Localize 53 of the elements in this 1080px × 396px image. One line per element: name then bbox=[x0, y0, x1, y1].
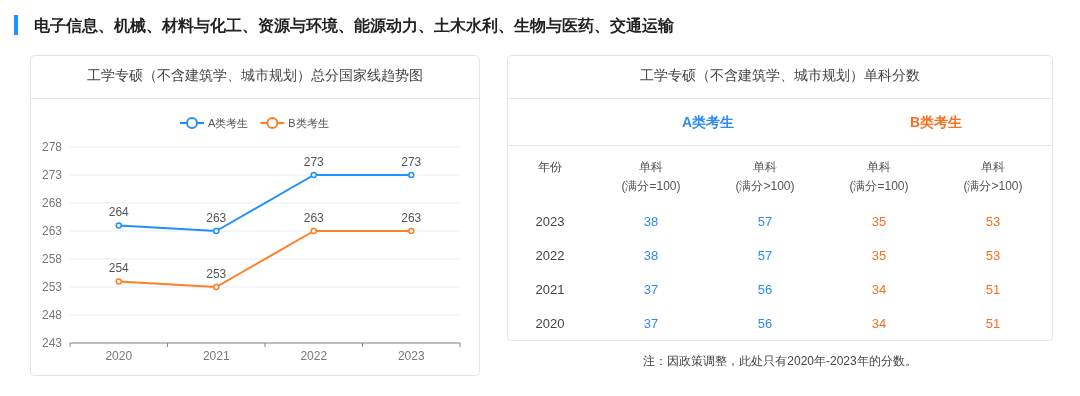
data-label: 273 bbox=[401, 155, 422, 169]
text: B类考生 bbox=[909, 114, 963, 130]
y-tick-label: 248 bbox=[41, 308, 63, 322]
data-label: 38 bbox=[643, 214, 659, 229]
data-label: 56 bbox=[757, 316, 773, 331]
data-label: 264 bbox=[108, 205, 130, 220]
data-label: 34 bbox=[871, 316, 887, 331]
data-label: 51 bbox=[985, 282, 1001, 297]
data-label: 263 bbox=[401, 211, 422, 225]
data-label: 263 bbox=[206, 211, 227, 225]
legend-label: A类考生 bbox=[208, 117, 249, 129]
y-tick-label: 2021 bbox=[535, 282, 565, 297]
chart-title: 工学专硕（不含建筑学、城市规划）总分国家线趋势图 bbox=[87, 67, 423, 83]
data-label: 57 bbox=[757, 248, 773, 263]
text: A类考生 bbox=[681, 114, 735, 130]
y-tick-label: 243 bbox=[41, 336, 63, 350]
data-label: 37 bbox=[643, 282, 659, 297]
x-tick-label: 2020 bbox=[105, 349, 133, 363]
text: 电子信息、机械、材料与化工、资源与环境、能源动力、土木水利、生物与医药、交通运输 bbox=[34, 16, 675, 34]
data-label: 263 bbox=[303, 211, 325, 225]
x-tick-label: 单科 (满分=100) bbox=[621, 160, 681, 193]
x-tick-label: 单科 (满分=100) bbox=[849, 160, 909, 193]
data-label: 253 bbox=[206, 267, 227, 281]
data-label: 53 bbox=[985, 248, 1001, 263]
x-tick-label: 单科 (满分>100) bbox=[735, 160, 795, 193]
y-tick-label: 258 bbox=[41, 252, 63, 266]
y-tick-label: 2020 bbox=[535, 316, 565, 331]
y-tick-label: 273 bbox=[41, 168, 63, 182]
chart-title: 工学专硕（不含建筑学、城市规划）单科分数 bbox=[640, 67, 920, 83]
data-label: 37 bbox=[643, 316, 659, 331]
y-axis-title: 年份 bbox=[538, 160, 562, 174]
y-tick-label: 278 bbox=[41, 140, 63, 154]
text: 注：因政策调整，此处只有2020年-2023年的分数。 bbox=[643, 354, 917, 368]
y-tick-label: 2023 bbox=[535, 214, 565, 229]
y-tick-label: 2022 bbox=[535, 248, 565, 263]
data-label: 34 bbox=[871, 282, 887, 297]
y-tick-label: 268 bbox=[41, 196, 63, 210]
data-label: 35 bbox=[871, 214, 887, 229]
data-label: 38 bbox=[643, 248, 659, 263]
y-tick-label: 253 bbox=[41, 280, 63, 294]
x-tick-label: 2023 bbox=[397, 349, 425, 363]
data-label: 56 bbox=[757, 282, 773, 297]
data-label: 273 bbox=[303, 155, 325, 169]
data-label: 35 bbox=[871, 248, 887, 263]
legend-label: B类考生 bbox=[288, 117, 329, 129]
x-tick-label: 单科 (满分>100) bbox=[963, 160, 1023, 193]
data-label: 51 bbox=[985, 316, 1001, 331]
data-label: 53 bbox=[985, 214, 1001, 229]
data-label: 254 bbox=[108, 261, 130, 276]
data-label: 57 bbox=[757, 214, 773, 229]
x-tick-label: 2021 bbox=[202, 349, 230, 363]
y-tick-label: 263 bbox=[41, 224, 63, 238]
x-tick-label: 2022 bbox=[300, 349, 328, 363]
